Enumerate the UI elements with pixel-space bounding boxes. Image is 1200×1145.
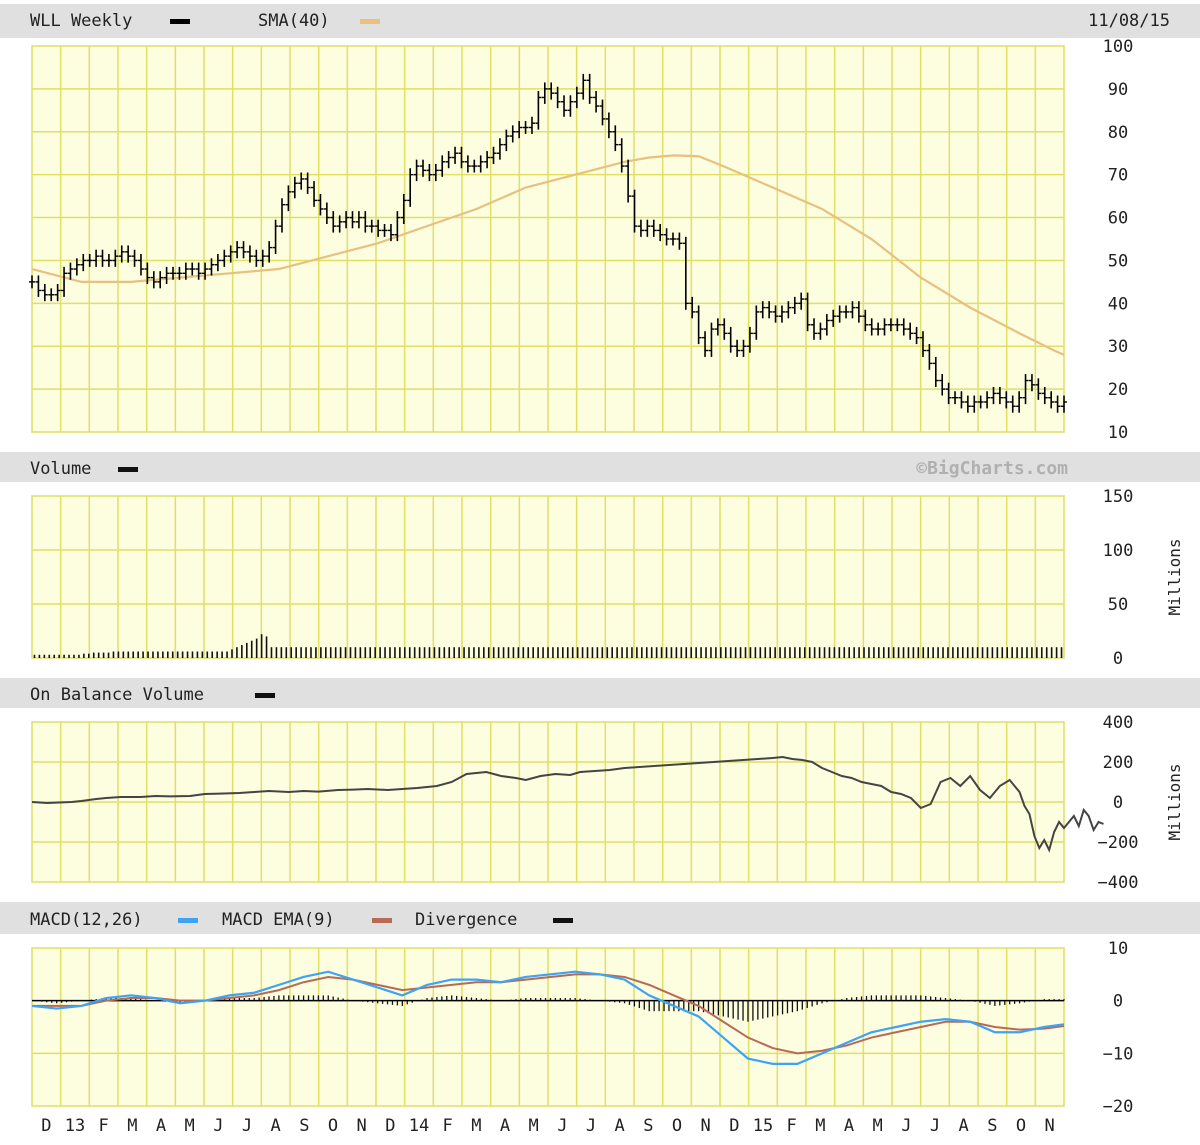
x-tick-label: M [185,1116,195,1136]
x-tick-label: O [328,1116,338,1136]
watermark: ©BigCharts.com [916,458,1068,479]
x-tick-label: J [213,1116,223,1136]
y-tick-label: 150 [1103,487,1134,507]
x-tick-label: J [242,1116,252,1136]
y-tick-label: 10 [1108,423,1128,443]
x-tick-label: N [357,1116,367,1136]
x-tick-label: 14 [409,1116,429,1136]
y-tick-label: 30 [1108,337,1128,357]
y-tick-label: 90 [1108,80,1128,100]
sma-label: SMA(40) [258,11,330,31]
x-tick-label: N [701,1116,711,1136]
x-tick-label: M [529,1116,539,1136]
y-tick-label: −200 [1098,833,1139,853]
macd-legend-dash [178,918,198,923]
divergence-legend-dash [553,918,573,923]
x-tick-label: M [471,1116,481,1136]
obv-title: On Balance Volume [30,685,204,705]
volume-title: Volume [30,459,91,479]
y-tick-label: 0 [1113,793,1123,813]
macd-ema-title: MACD EMA(9) [222,910,335,930]
x-tick-label: A [271,1116,281,1136]
x-tick-label: A [156,1116,166,1136]
obv-legend-dash [255,693,275,698]
obv-line [31,755,1104,853]
x-tick-label: 15 [753,1116,773,1136]
x-tick-label: A [615,1116,625,1136]
y-tick-label: 80 [1108,123,1128,143]
x-tick-label: J [557,1116,567,1136]
y-tick-label: 60 [1108,209,1128,229]
y-tick-label: 40 [1108,294,1128,314]
x-tick-label: M [873,1116,883,1136]
price-legend-dash [170,19,190,24]
x-tick-label: A [844,1116,854,1136]
macd-header-band [0,902,1200,934]
x-tick-label: F [787,1116,797,1136]
y-tick-label: 0 [1113,649,1123,669]
y-tick-label: 20 [1108,380,1128,400]
volume-axis-label: Millions [1165,538,1184,615]
x-tick-label: N [1045,1116,1055,1136]
y-tick-label: 70 [1108,166,1128,186]
sma-legend-dash [360,19,380,24]
x-tick-label: A [500,1116,510,1136]
x-tick-label: O [1016,1116,1026,1136]
price-header-band [0,4,1200,38]
y-tick-label: −400 [1098,873,1139,893]
y-tick-label: −20 [1103,1097,1134,1117]
y-tick-label: 10 [1108,939,1128,959]
x-tick-label: 13 [65,1116,85,1136]
volume-legend-dash [118,467,138,472]
macd-title: MACD(12,26) [30,910,143,930]
x-tick-label: J [586,1116,596,1136]
x-tick-label: D [41,1116,51,1136]
x-tick-label: D [729,1116,739,1136]
y-tick-label: 100 [1103,541,1134,561]
divergence-title: Divergence [415,910,517,930]
macd-line [31,970,1065,1065]
date-label: 11/08/15 [1088,11,1170,31]
volume-header-band [0,452,1200,482]
macd-ema-legend-dash [372,918,392,923]
x-tick-label: F [99,1116,109,1136]
x-tick-label: F [443,1116,453,1136]
obv-header-band [0,678,1200,708]
y-tick-label: 100 [1103,37,1134,57]
x-tick-label: M [127,1116,137,1136]
y-tick-label: −10 [1103,1044,1134,1064]
y-tick-label: 0 [1113,992,1123,1012]
obv-axis-label: Millions [1165,763,1184,840]
x-tick-label: D [385,1116,395,1136]
x-tick-label: J [930,1116,940,1136]
x-tick-label: A [959,1116,969,1136]
x-tick-label: S [643,1116,653,1136]
x-tick-label: M [815,1116,825,1136]
x-tick-label: S [987,1116,997,1136]
x-tick-label: O [672,1116,682,1136]
y-tick-label: 200 [1103,753,1134,773]
y-tick-label: 50 [1108,251,1128,271]
x-tick-label: J [901,1116,911,1136]
x-tick-label: S [299,1116,309,1136]
y-tick-label: 50 [1108,595,1128,615]
sma-line [31,154,1065,356]
y-tick-label: 400 [1103,713,1134,733]
symbol-label: WLL Weekly [30,11,132,31]
